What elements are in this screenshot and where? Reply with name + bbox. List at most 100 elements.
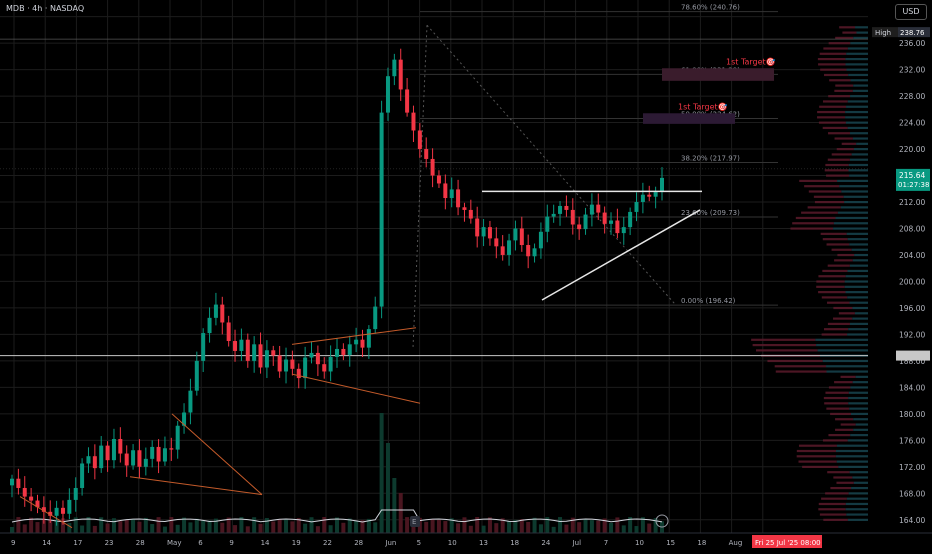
candle-body <box>647 194 652 197</box>
volume-profile-bar <box>850 79 868 82</box>
volume-profile-bar <box>846 52 868 55</box>
volume-profile-bar <box>827 158 850 161</box>
volume-bar <box>169 517 174 533</box>
candle-body <box>366 329 371 348</box>
candle-body <box>48 511 53 516</box>
time-tick-label: Jun <box>384 539 396 547</box>
candle-body <box>500 246 505 255</box>
volume-profile-bar <box>821 296 848 299</box>
volume-profile-bar <box>818 63 846 66</box>
volume-bar <box>54 520 59 533</box>
price-axis-bg <box>868 0 932 550</box>
volume-profile-bar <box>850 42 868 45</box>
time-tick-label: 14 <box>261 539 270 547</box>
volume-bar <box>647 523 652 533</box>
volume-profile-bar <box>853 84 868 87</box>
volume-bar <box>347 518 352 533</box>
volume-profile-bar <box>833 476 853 479</box>
volume-bar <box>596 520 601 533</box>
time-tick-label: 23 <box>105 539 114 547</box>
candle-body <box>507 240 512 255</box>
volume-bar <box>207 520 212 533</box>
volume-bar <box>602 518 607 533</box>
candle-body <box>143 458 148 467</box>
ascending-trendline <box>541 209 701 301</box>
volume-profile-bar <box>837 253 855 257</box>
volume-profile-bar <box>833 317 853 320</box>
volume-profile-bar <box>852 137 868 140</box>
currency-button[interactable]: USD <box>895 4 927 20</box>
volume-profile-bar <box>827 264 850 267</box>
earnings-marker <box>410 516 420 527</box>
candle-body <box>487 227 492 239</box>
candle-body <box>131 450 136 466</box>
candle-body <box>621 227 626 234</box>
volume-profile-bar <box>802 465 839 468</box>
candle-body <box>481 227 486 237</box>
volume-profile-bar <box>828 434 851 437</box>
volume-bars <box>10 413 664 533</box>
candle-body <box>379 112 384 307</box>
price-tick-label: 168.00 <box>899 489 925 498</box>
time-tick-label: 18 <box>510 539 519 547</box>
volume-profile-bar <box>850 412 868 416</box>
volume-bar <box>60 518 65 533</box>
volume-profile-bar <box>846 232 868 235</box>
candle-body <box>322 364 327 372</box>
volume-bar <box>500 518 505 533</box>
support-tag <box>896 350 930 361</box>
time-axis-bg <box>0 533 932 550</box>
volume-profile-bar <box>836 481 854 484</box>
volume-profile-bar <box>847 100 868 103</box>
volume-profile-bar <box>845 291 868 294</box>
volume-profile-bar <box>828 42 851 45</box>
volume-profile-bar <box>848 328 868 331</box>
volume-profile-bar <box>852 306 868 310</box>
volume-bar <box>468 525 473 533</box>
volume-profile-bar <box>830 486 852 490</box>
candle-body <box>156 446 161 462</box>
candle-body <box>494 238 499 247</box>
candle-body <box>245 339 250 361</box>
volume-bar <box>213 518 218 533</box>
candle-body <box>175 425 180 450</box>
price-tick-label: 184.00 <box>899 383 925 392</box>
volume-profile-bar <box>752 343 817 347</box>
target-box <box>662 68 774 81</box>
volume-profile-bar <box>817 349 868 352</box>
time-axis: 9 14 17 23 28 May 6 9 14 19 22 28 Jun 5 10 13 18 24 Jul 7 10… <box>0 532 932 550</box>
volume-profile-bar <box>839 26 856 29</box>
candle-body <box>328 356 333 372</box>
volume-profile-bar <box>845 63 868 66</box>
volume-profile-bar <box>849 174 868 177</box>
volume-profile-bar <box>847 238 868 241</box>
volume-profile-bar <box>834 89 853 92</box>
candle-body <box>475 218 480 237</box>
volume-bar <box>564 524 569 533</box>
high-value-bg <box>898 27 930 38</box>
time-tick-label: 6 <box>198 539 203 547</box>
candle-body <box>271 350 276 356</box>
candle-body <box>201 333 206 361</box>
candle-body <box>443 183 448 199</box>
volume-bar <box>188 522 193 533</box>
candle-body <box>124 453 129 466</box>
candle-body <box>411 112 416 131</box>
price-tick-label: 180.00 <box>899 410 925 419</box>
symbol-title: MDB · 4h · NASDAQ <box>6 4 85 13</box>
volume-profile-bar <box>842 31 857 34</box>
fib-level-label: 23.60% (209.73) <box>681 209 740 217</box>
volume-profile-bar <box>751 338 816 341</box>
volume-bar <box>487 517 492 533</box>
volume-profile-bar <box>827 322 850 325</box>
candle-body <box>239 339 244 351</box>
price-tick-label: 172.00 <box>899 463 925 472</box>
candle-body <box>583 214 588 230</box>
candle-body <box>258 344 263 368</box>
volume-profile-bar <box>822 439 848 442</box>
volume-profile-bar <box>827 301 850 304</box>
volume-bar <box>392 478 397 533</box>
volume-profile-bar <box>845 502 868 506</box>
